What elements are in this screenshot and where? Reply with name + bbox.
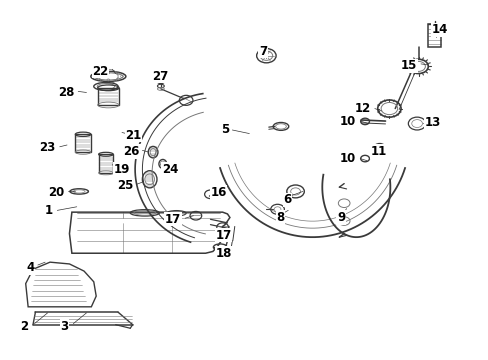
Text: 3: 3 [61,320,68,333]
Text: 19: 19 [113,163,129,176]
Text: 5: 5 [220,123,228,136]
Text: 16: 16 [210,186,226,199]
Text: 27: 27 [152,70,168,83]
Bar [99,154,113,173]
Text: 12: 12 [354,102,370,115]
Text: 6: 6 [283,193,291,206]
Text: 15: 15 [400,59,416,72]
Text: 7: 7 [259,45,266,58]
Text: 18: 18 [215,247,231,260]
Bar [98,88,119,105]
Text: 17: 17 [215,229,231,242]
Text: 9: 9 [336,211,345,224]
Text: 8: 8 [276,211,284,224]
Text: 28: 28 [58,86,74,99]
Bar [75,134,91,152]
Text: 26: 26 [123,145,140,158]
Bar [427,24,441,47]
Text: 2: 2 [20,320,28,333]
Text: 11: 11 [370,145,386,158]
Text: 4: 4 [26,261,34,274]
Text: 21: 21 [125,129,142,142]
Text: 22: 22 [92,64,108,77]
Text: 25: 25 [117,179,133,192]
Text: 20: 20 [48,186,64,199]
Text: 23: 23 [40,141,56,154]
Text: 17: 17 [165,213,181,226]
Text: 10: 10 [339,114,356,127]
Text: 14: 14 [431,23,447,36]
Text: 24: 24 [162,163,178,176]
Text: 10: 10 [339,152,356,165]
Text: 13: 13 [424,116,440,129]
Text: 1: 1 [44,204,52,217]
